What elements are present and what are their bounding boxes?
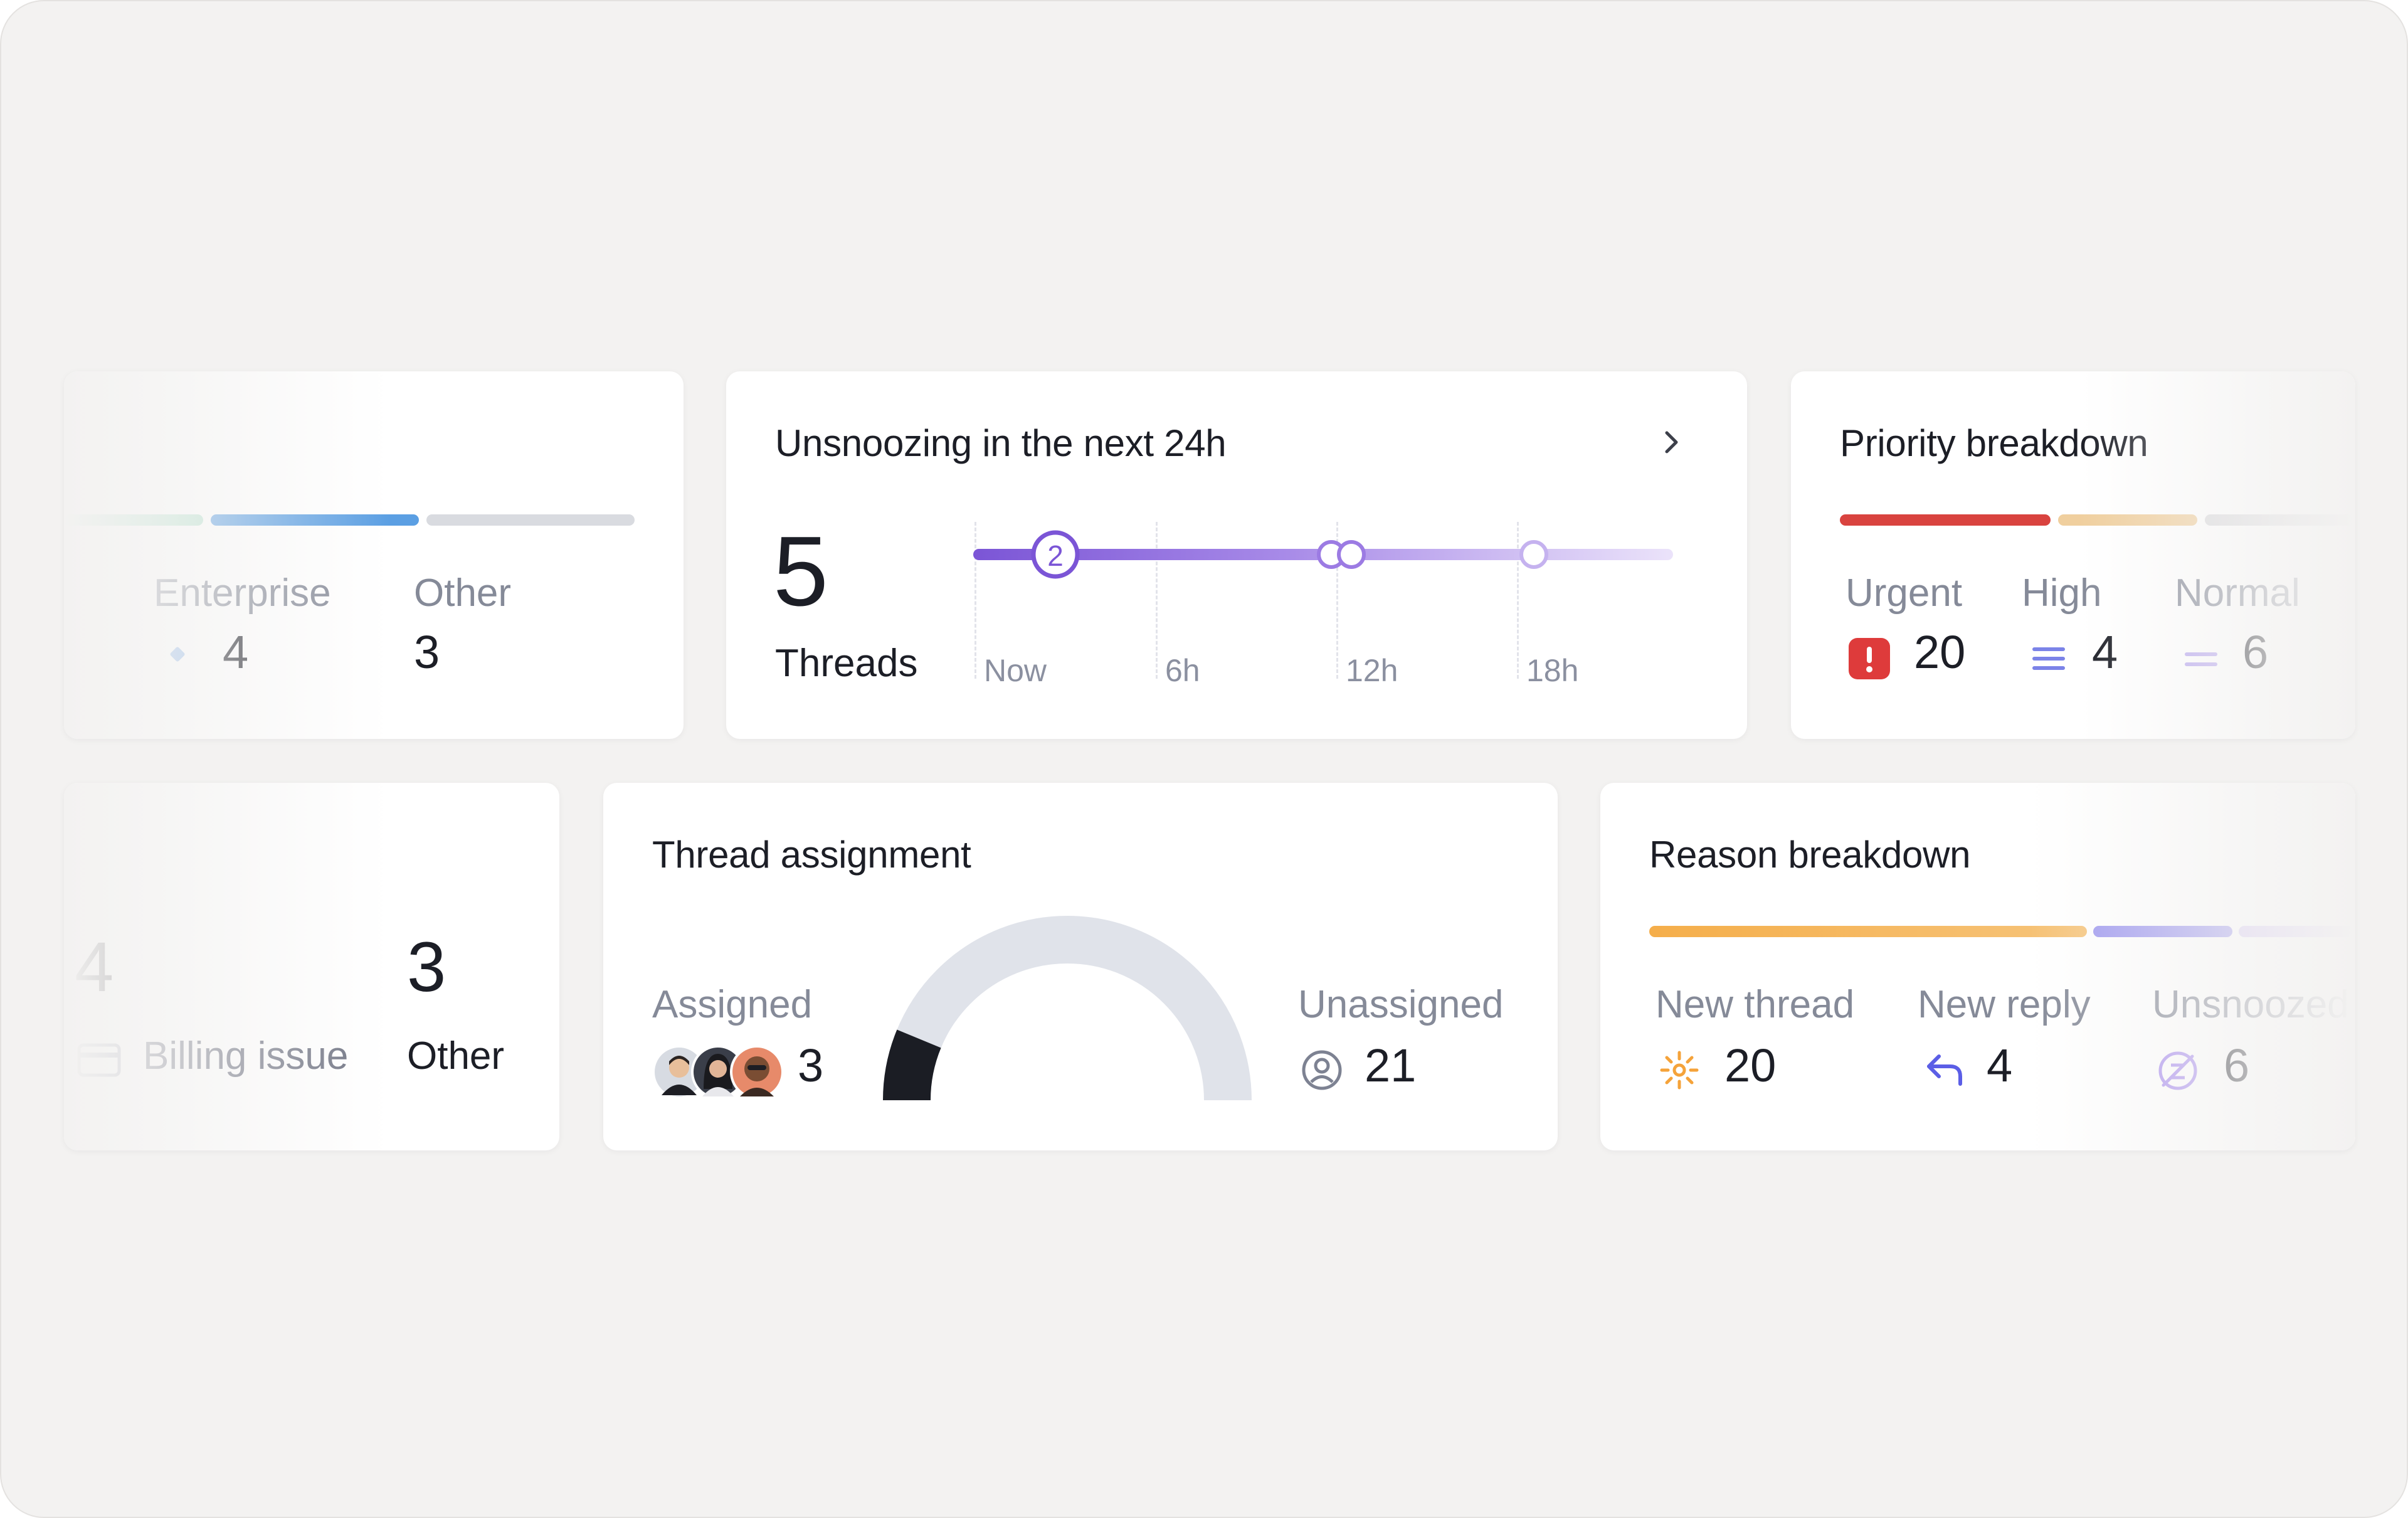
segment-bar-2 — [211, 514, 419, 526]
reason-bar-new-thread — [1649, 926, 2087, 937]
diamond-icon — [170, 647, 185, 662]
segment-bar-3 — [426, 514, 635, 526]
unassigned-value: 21 — [1365, 1039, 1417, 1091]
normal-priority-icon — [2185, 652, 2217, 666]
priority-value-high: 4 — [2092, 626, 2118, 678]
sparkle-icon — [1660, 1051, 1699, 1090]
category-value-other: 3 — [407, 928, 446, 1006]
snooze-timeline: 2 — [973, 530, 1673, 579]
segment-value-enterprise: 4 — [223, 626, 249, 678]
assigned-label: Assigned — [652, 983, 813, 1026]
timeline-marker[interactable] — [1519, 540, 1548, 569]
reason-bar-new-reply — [2093, 926, 2232, 937]
gauge-assigned-arc — [883, 1029, 941, 1101]
priority-value-normal: 6 — [2242, 626, 2269, 678]
unassigned-label: Unassigned — [1298, 983, 1504, 1026]
tick-6h: 6h — [1165, 653, 1200, 688]
avatar — [652, 1045, 706, 1099]
reason-bar-unsnoozed — [2239, 926, 2355, 937]
category-breakdown-card: 4 Billing issue 3 Other — [64, 783, 559, 1150]
chevron-right-icon[interactable] — [1656, 427, 1687, 458]
reason-value-new-thread: 20 — [1724, 1039, 1777, 1091]
reason-label-unsnoozed: Unsnoozed — [2152, 983, 2349, 1026]
category-label-billing: Billing issue — [143, 1034, 349, 1078]
credit-card-icon — [77, 1043, 121, 1077]
high-priority-icon — [2032, 647, 2065, 670]
unsnoozed-icon — [2158, 1051, 2197, 1090]
priority-bar-high — [2058, 514, 2197, 526]
unsnoozing-card[interactable]: Unsnoozing in the next 24h 5 Threads 2 — [726, 371, 1747, 739]
tick-now: Now — [984, 653, 1047, 688]
assignment-gauge — [883, 916, 1252, 1101]
reason-value-new-reply: 4 — [1987, 1039, 2013, 1091]
priority-label-high: High — [2022, 571, 2102, 615]
segment-label-enterprise: Enterprise — [154, 571, 331, 615]
reason-value-unsnoozed: 6 — [2224, 1039, 2250, 1091]
urgent-icon — [1849, 638, 1890, 679]
priority-bar-normal — [2205, 514, 2355, 526]
priority-label-urgent: Urgent — [1846, 571, 1963, 615]
priority-bar-urgent — [1840, 514, 2051, 526]
tick-12h: 12h — [1346, 653, 1398, 688]
category-label-other: Other — [407, 1034, 505, 1078]
card-title: Priority breakdown — [1840, 422, 2148, 464]
thread-assignment-card[interactable]: Thread assignment Assigned 3 — [603, 783, 1558, 1150]
thread-count-label: Threads — [775, 642, 918, 685]
segment-label-other: Other — [414, 571, 512, 615]
priority-value-urgent: 20 — [1914, 626, 1966, 678]
category-value-billing: 4 — [75, 928, 114, 1006]
priority-label-normal: Normal — [2175, 571, 2300, 615]
reason-label-new-thread: New thread — [1656, 983, 1855, 1026]
card-title: Thread assignment — [652, 834, 971, 876]
card-title: Reason breakdown — [1649, 834, 1971, 876]
priority-breakdown-card[interactable]: Priority breakdown Urgent 20 High 4 Norm… — [1791, 371, 2355, 739]
user-circle-icon — [1302, 1050, 1342, 1090]
segment-breakdown-card: Enterprise 4 Other 3 — [64, 371, 684, 739]
timeline-marker[interactable] — [1337, 540, 1366, 569]
avatar — [730, 1045, 784, 1099]
assigned-value: 3 — [798, 1039, 824, 1091]
timeline-marker-count: 2 — [1047, 539, 1064, 572]
assignee-avatars[interactable] — [652, 1045, 790, 1099]
timeline-marker-now[interactable]: 2 — [1031, 530, 1080, 579]
avatar — [691, 1045, 745, 1099]
segment-bar-1 — [64, 514, 203, 526]
reason-breakdown-card[interactable]: Reason breakdown New thread 20 New reply… — [1600, 783, 2355, 1150]
tick-18h: 18h — [1526, 653, 1579, 688]
thread-count: 5 — [773, 516, 828, 627]
card-title: Unsnoozing in the next 24h — [775, 422, 1227, 464]
reason-label-new-reply: New reply — [1918, 983, 2091, 1026]
segment-value-other: 3 — [414, 626, 440, 678]
reply-icon — [1927, 1054, 1962, 1086]
